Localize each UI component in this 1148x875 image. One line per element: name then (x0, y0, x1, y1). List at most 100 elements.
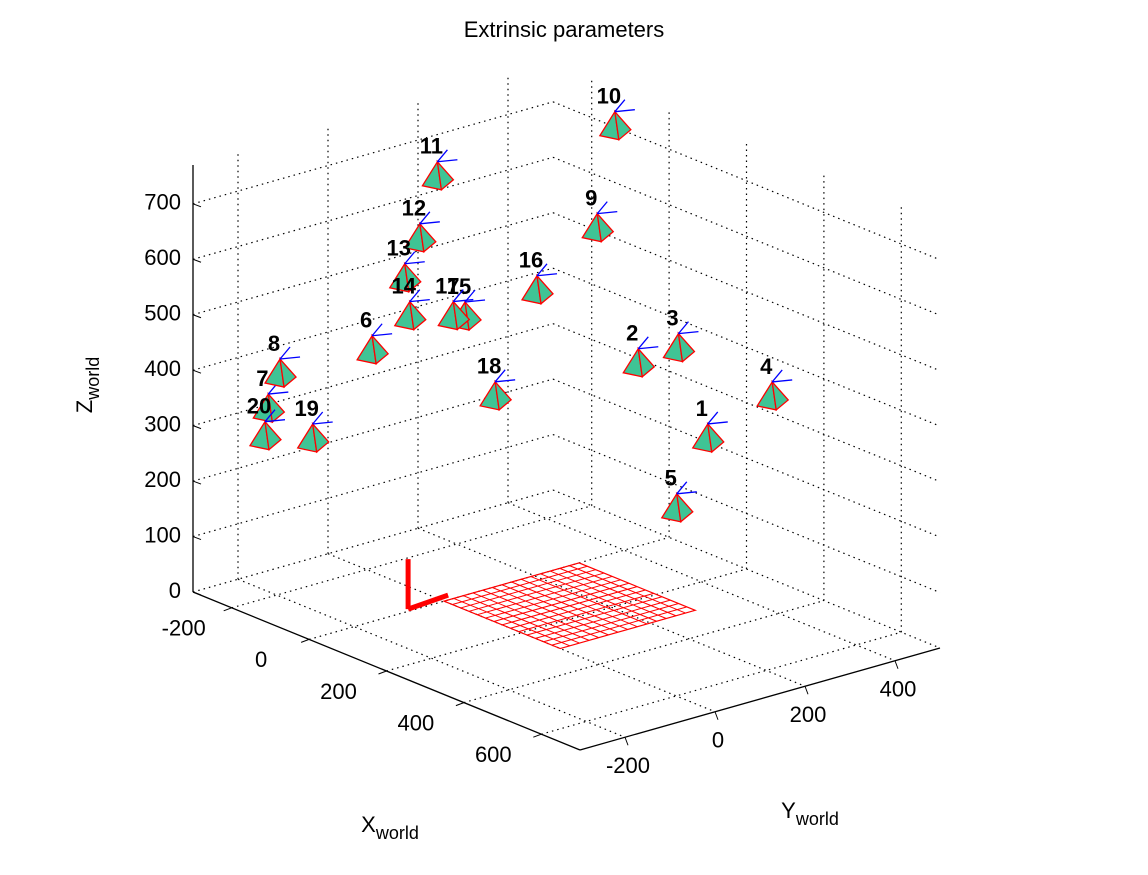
z-tick (192, 480, 202, 485)
camera-axis (264, 409, 276, 423)
z-tick-label: 600 (144, 245, 181, 270)
camera-axis (676, 491, 697, 495)
camera-face (311, 421, 330, 454)
z-tick-label: 700 (144, 190, 181, 215)
camera-face (771, 379, 790, 412)
camera-label: 20 (247, 393, 271, 418)
camera-axis (279, 346, 291, 360)
camera-axis (677, 321, 689, 335)
camera-face (677, 331, 696, 363)
camera (388, 251, 425, 293)
grid-line (192, 323, 554, 427)
camera-label: 5 (665, 466, 677, 491)
y-tick-label: 200 (790, 702, 827, 727)
x-tick-label: 400 (398, 710, 435, 735)
board-line (569, 565, 686, 614)
x-tick (223, 607, 232, 612)
z-tick-label: 0 (169, 578, 181, 603)
camera-face (371, 333, 390, 365)
board-line (540, 573, 657, 622)
board-line (549, 570, 667, 619)
camera-axis (536, 273, 558, 277)
camera-axis (536, 263, 548, 277)
y-axis-label-main: Y (781, 798, 796, 823)
camera-label: 3 (666, 305, 678, 330)
camera-axis (419, 211, 431, 225)
y-tick-label: -200 (606, 753, 650, 778)
camera-axis (771, 369, 783, 383)
y-axis (579, 647, 941, 751)
board-axis (407, 592, 449, 612)
camera-face (452, 299, 471, 331)
camera-axis (312, 411, 324, 425)
camera-axis (707, 421, 728, 425)
chart-title: Extrinsic parameters (464, 17, 665, 42)
x-axis-label-sub: world (375, 823, 419, 843)
grid-line (192, 156, 554, 260)
camera-axis (495, 379, 516, 383)
y-tick (624, 737, 629, 746)
camera (756, 369, 793, 412)
camera-axis (404, 251, 416, 265)
board-line (518, 592, 654, 633)
camera-axis (614, 109, 635, 113)
camera-face (596, 211, 615, 243)
grid-line (541, 631, 902, 735)
board-line (551, 606, 688, 646)
camera-face (267, 392, 286, 424)
board-line (543, 603, 679, 643)
camera-axis (372, 333, 393, 337)
grid-line (192, 267, 554, 371)
grid-line (192, 101, 554, 205)
camera-axis (464, 299, 486, 303)
camera (296, 411, 333, 454)
grid-line (552, 433, 941, 594)
board-line (521, 578, 638, 628)
y-tick (894, 660, 899, 669)
z-tick (192, 314, 202, 319)
camera-face (637, 346, 656, 379)
camera-face (403, 261, 422, 293)
grid-line (192, 378, 554, 482)
z-tick (192, 203, 202, 208)
camera (421, 149, 458, 192)
camera-axis (279, 356, 301, 360)
board-line (530, 576, 648, 625)
camera-face (494, 379, 513, 412)
camera (691, 411, 728, 454)
grid-line (386, 568, 747, 672)
y-tick (804, 686, 809, 695)
camera-axis (409, 298, 430, 303)
camera-axis (452, 289, 464, 302)
grid-line (552, 156, 941, 316)
z-tick (192, 591, 202, 596)
x-axis-label-main: X (361, 812, 376, 837)
camera-axis (371, 323, 383, 337)
board-line (511, 581, 628, 630)
board-line (559, 567, 677, 617)
camera-label: 1 (696, 396, 708, 421)
camera-axis (453, 298, 474, 303)
z-tick (192, 536, 202, 541)
camera (622, 336, 659, 379)
camera-face (279, 356, 297, 389)
grid-line (552, 378, 941, 538)
camera-axis (614, 99, 626, 113)
camera (248, 409, 286, 451)
camera-label: 18 (477, 354, 501, 379)
camera-face (536, 273, 554, 306)
y-axis-label-sub: world (795, 809, 839, 829)
board-line (510, 589, 646, 629)
camera-axis (404, 261, 425, 265)
camera-label: 7 (256, 366, 268, 391)
board-line (526, 596, 663, 636)
camera-face (408, 299, 427, 331)
z-tick-label: 100 (144, 522, 181, 547)
camera (598, 99, 635, 141)
z-tick (192, 258, 202, 263)
camera-axis (678, 330, 699, 335)
camera (393, 289, 430, 331)
camera-axis (596, 201, 608, 215)
z-axis-label: Zworld (72, 357, 103, 413)
